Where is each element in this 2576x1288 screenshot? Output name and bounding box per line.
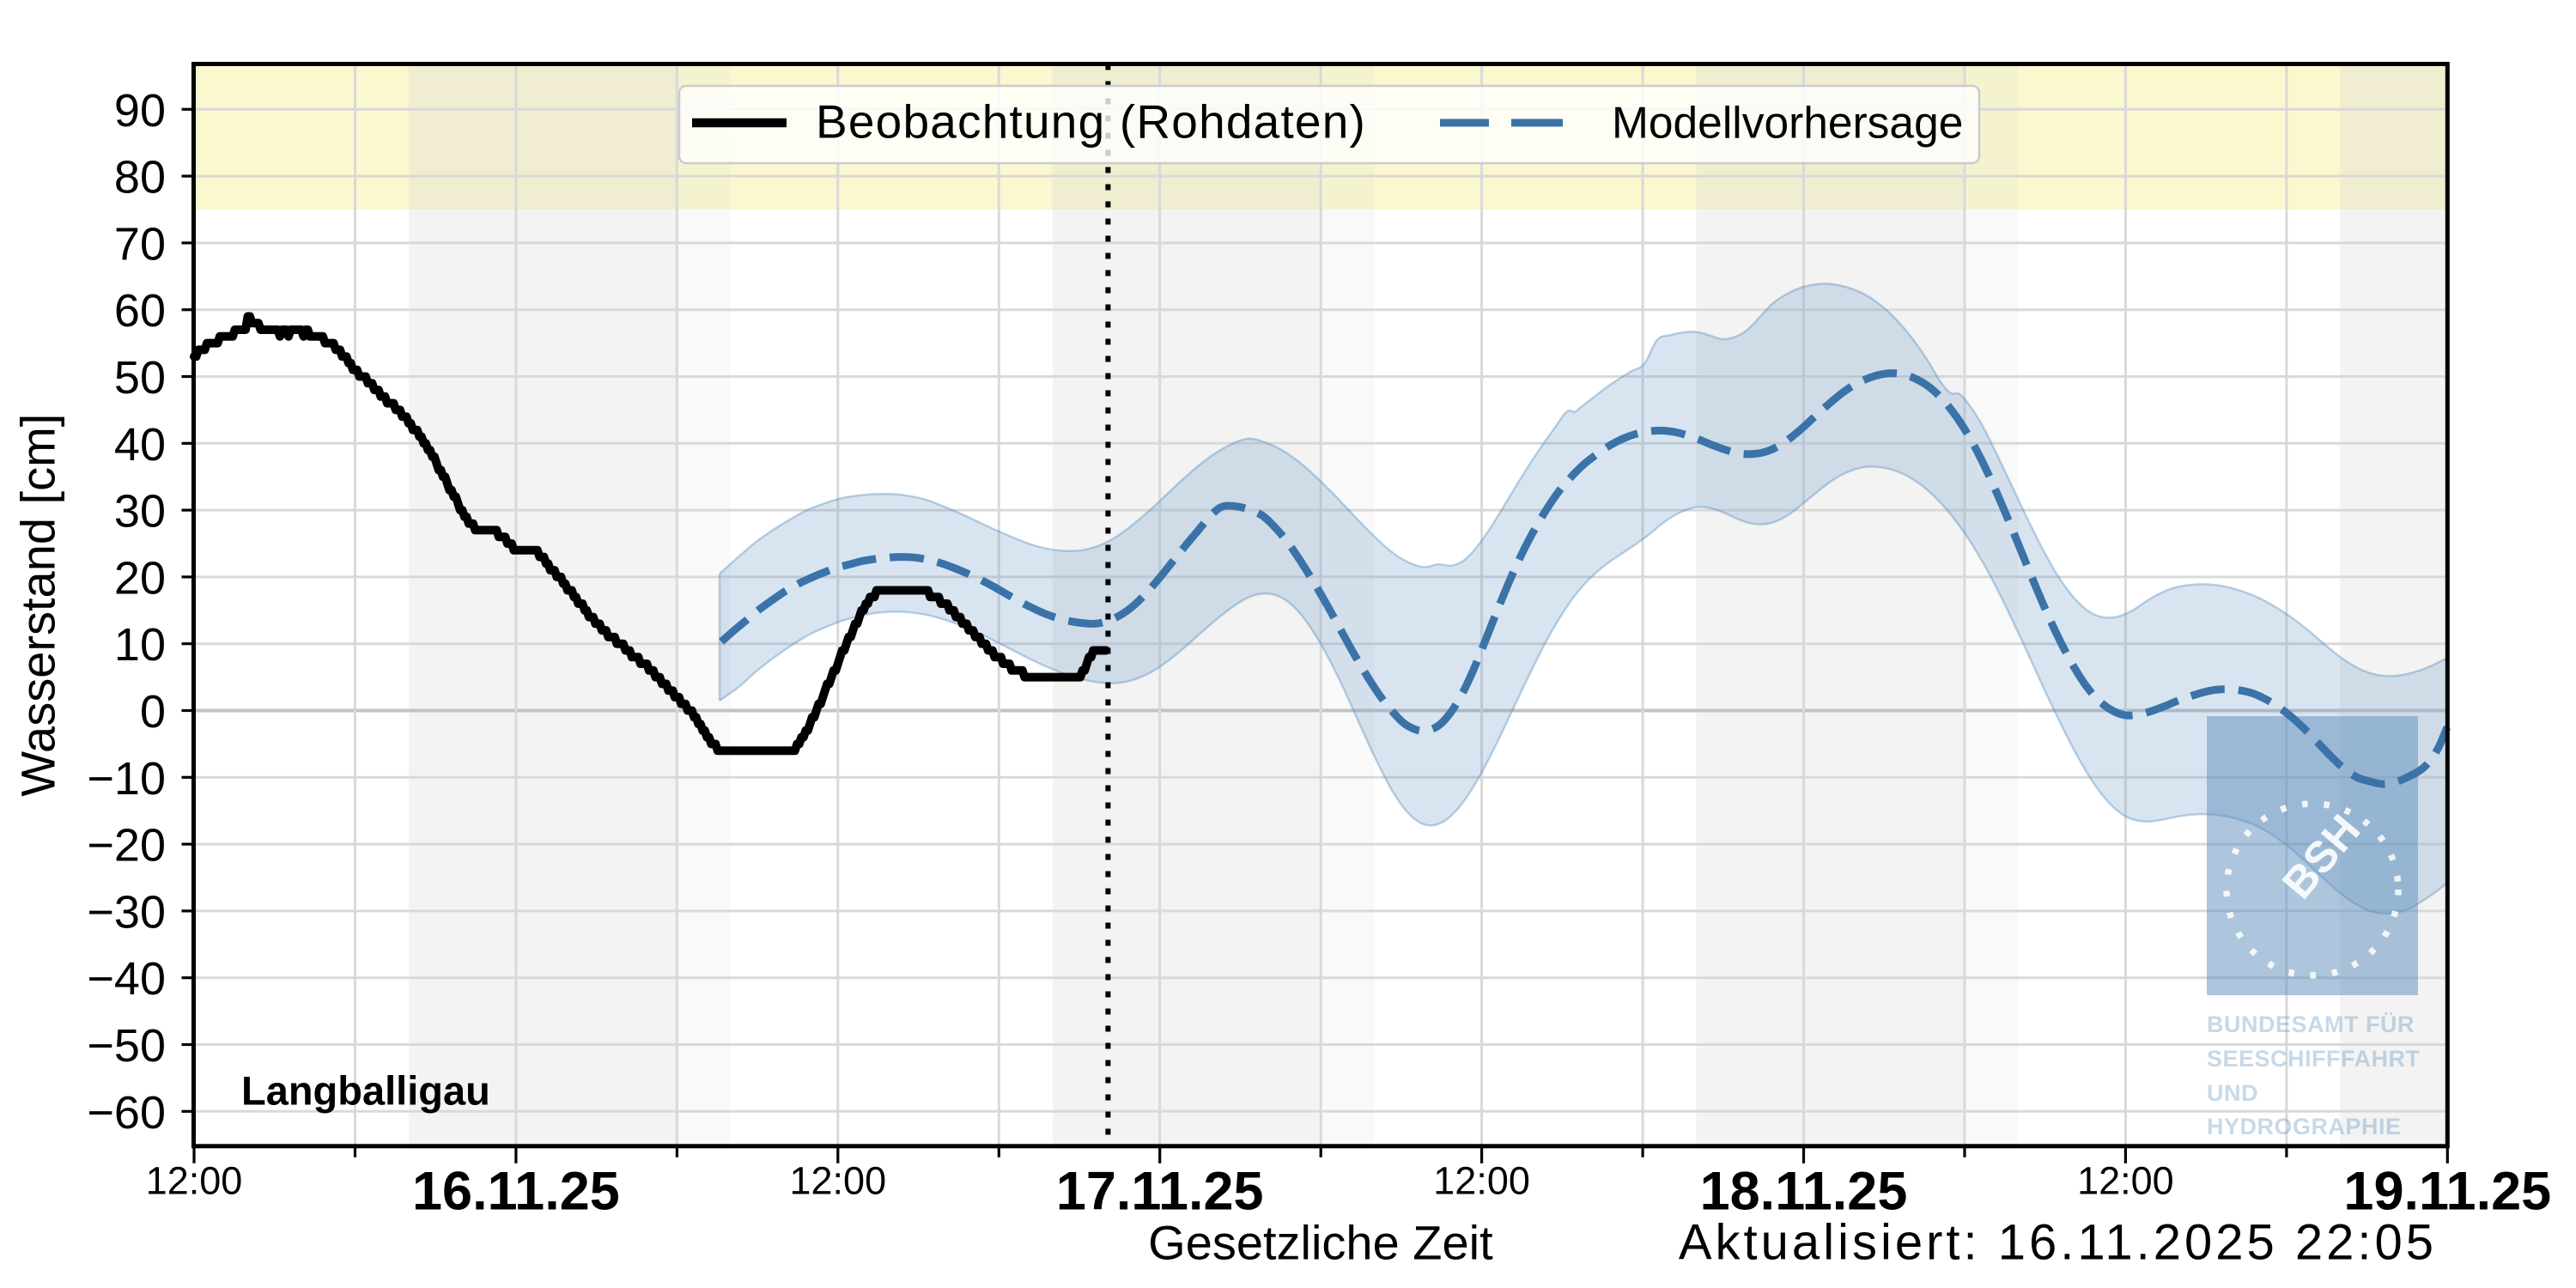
svg-text:Gesetzliche Zeit: Gesetzliche Zeit [1148,1216,1493,1270]
svg-text:Beobachtung (Rohdaten): Beobachtung (Rohdaten) [816,95,1366,149]
svg-text:40: 40 [114,419,166,471]
svg-text:19.11.25: 19.11.25 [2343,1162,2551,1222]
svg-text:16.11.25: 16.11.25 [412,1162,620,1222]
svg-text:0: 0 [140,686,166,738]
svg-text:12:00: 12:00 [2077,1159,2174,1203]
svg-text:10: 10 [114,619,166,671]
svg-text:HYDROGRAPHIE: HYDROGRAPHIE [2207,1114,2402,1139]
svg-text:Wasserstand [cm]: Wasserstand [cm] [11,414,65,797]
svg-text:60: 60 [114,285,166,337]
svg-text:Langballigau: Langballigau [241,1068,490,1114]
svg-text:70: 70 [114,218,166,270]
svg-text:20: 20 [114,552,166,604]
svg-text:SEESCHIFFFAHRT: SEESCHIFFFAHRT [2207,1046,2421,1072]
svg-text:30: 30 [114,486,166,538]
svg-text:−50: −50 [87,1020,166,1072]
svg-text:50: 50 [114,352,166,404]
svg-text:12:00: 12:00 [146,1159,243,1203]
svg-text:Modellvorhersage: Modellvorhersage [1612,98,1963,148]
svg-text:12:00: 12:00 [789,1159,886,1203]
svg-text:17.11.25: 17.11.25 [1056,1162,1264,1222]
svg-text:−40: −40 [87,953,166,1005]
svg-text:−60: −60 [87,1087,166,1139]
svg-text:UND: UND [2207,1080,2258,1106]
svg-text:−10: −10 [87,753,166,805]
svg-text:90: 90 [114,85,166,137]
svg-text:12:00: 12:00 [1433,1159,1530,1203]
svg-text:80: 80 [114,152,166,204]
svg-text:Aktualisiert: 16.11.2025 22:05: Aktualisiert: 16.11.2025 22:05 [1679,1215,2437,1271]
svg-text:−30: −30 [87,886,166,938]
svg-text:18.11.25: 18.11.25 [1700,1162,1908,1222]
svg-text:BUNDESAMT FÜR: BUNDESAMT FÜR [2207,1012,2415,1037]
svg-text:−20: −20 [87,820,166,872]
